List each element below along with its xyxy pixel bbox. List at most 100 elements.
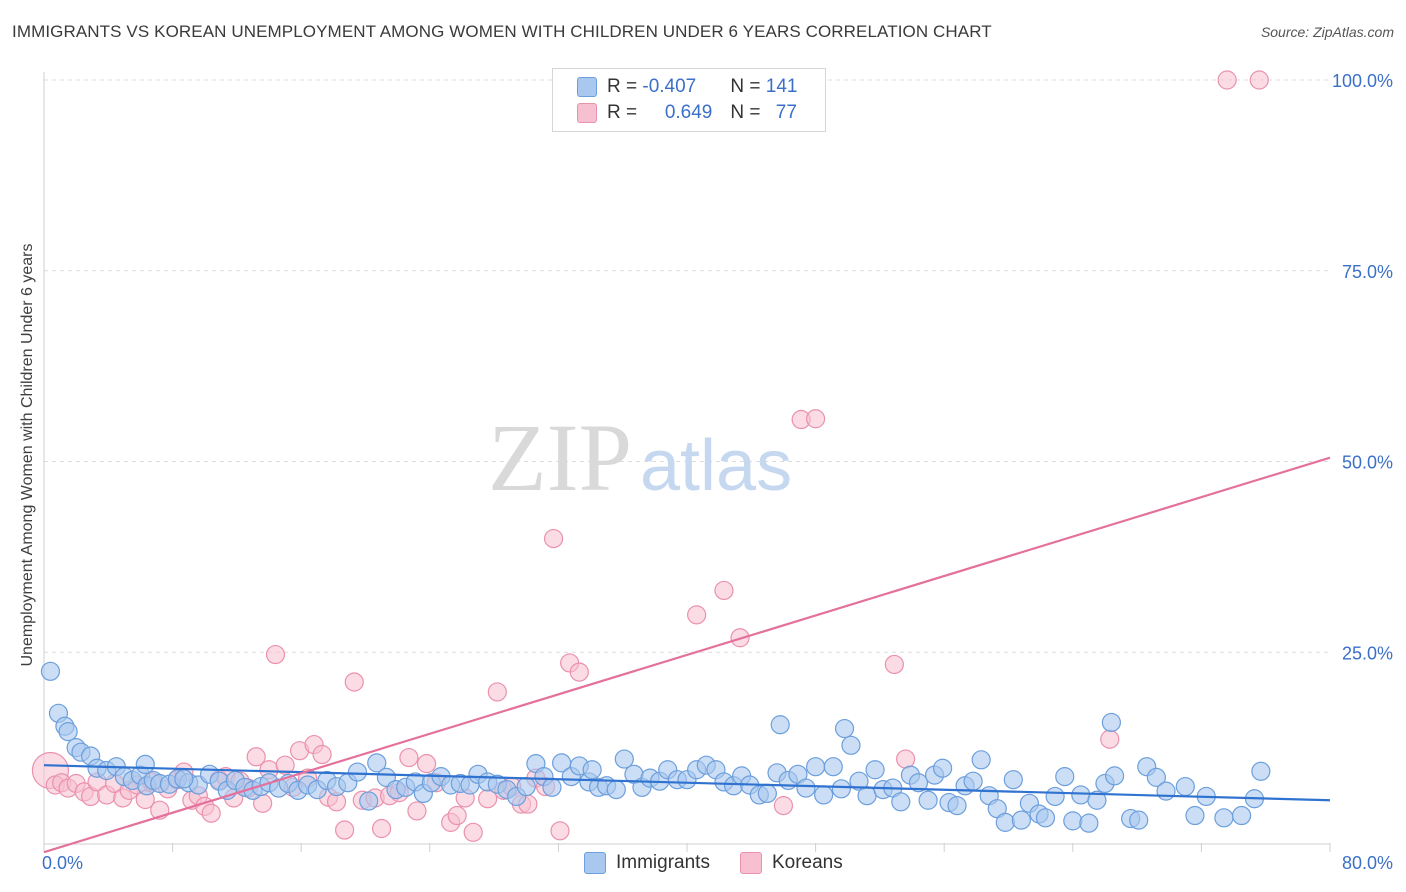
immigrant-point: [849, 771, 869, 791]
immigrant-point: [796, 778, 816, 798]
immigrant-point: [1175, 776, 1195, 797]
legend-n-label: N =: [730, 76, 766, 97]
source-label: Source: ZipAtlas.com: [1260, 24, 1394, 40]
legend-item-koreans[interactable]: Koreans: [739, 852, 843, 874]
immigrant-point: [805, 757, 826, 777]
korean-point: [447, 805, 467, 826]
immigrant-point: [757, 783, 777, 804]
immigrant-point: [1035, 808, 1056, 828]
immigrant-point: [347, 762, 368, 782]
y-tick-label: 75.0%: [1342, 262, 1393, 282]
korean-point: [335, 820, 355, 840]
x-tick-label: 0.0%: [42, 853, 83, 873]
immigrant-point: [1055, 767, 1075, 787]
korean-point: [265, 644, 286, 665]
legend-label-koreans: Koreans: [771, 852, 843, 873]
korean-point: [714, 580, 734, 601]
legend-r-label: R =: [607, 102, 643, 123]
trend-lines: [43, 456, 1331, 854]
korean-point: [407, 801, 427, 821]
korean-point: [399, 747, 419, 768]
korean-point: [416, 754, 437, 774]
chart-title: IMMIGRANTS VS KOREAN UNEMPLOYMENT AMONG …: [12, 22, 992, 41]
watermark-atlas: atlas: [640, 426, 792, 506]
korean-point: [201, 803, 221, 823]
immigrant-point: [1185, 805, 1205, 826]
immigrant-point: [908, 773, 929, 793]
immigrant-point: [582, 760, 602, 780]
korean-point: [805, 409, 826, 429]
korean-point: [773, 796, 794, 816]
immigrant-point: [1146, 767, 1166, 787]
korean-point: [1249, 70, 1269, 90]
koreans-trend-line: [43, 456, 1331, 854]
immigrant-point: [971, 750, 991, 770]
korean-point: [344, 672, 364, 692]
immigrant-point: [40, 661, 61, 681]
legend-n-value: 141: [765, 76, 798, 97]
immigrant-point: [834, 718, 855, 739]
immigrant-point: [606, 779, 626, 800]
immigrant-point: [1101, 712, 1121, 733]
korean-point: [569, 662, 589, 682]
immigrant-point: [174, 769, 194, 789]
korean-point: [884, 654, 904, 675]
immigrant-point: [841, 735, 861, 755]
immigrant-point: [823, 757, 843, 777]
immigrant-point: [58, 722, 78, 742]
legend-n-value: 77: [775, 102, 797, 123]
legend-r-value: -0.407: [642, 76, 697, 97]
immigrant-point: [1129, 810, 1149, 830]
korean-point: [246, 747, 266, 767]
koreans-swatch: [577, 103, 597, 123]
immigrant-point: [891, 792, 911, 812]
y-tick-label: 100.0%: [1332, 71, 1393, 91]
immigrant-point: [1087, 790, 1107, 810]
immigrants-trend-line: [43, 764, 1331, 802]
immigrant-point: [1079, 813, 1099, 833]
immigrant-point: [1003, 770, 1023, 790]
immigrant-point: [1045, 786, 1065, 807]
koreans-legend-swatch: [739, 852, 762, 874]
legend-label-immigrants: Immigrants: [616, 852, 710, 873]
immigrant-point: [918, 790, 938, 810]
legend-r-value: 0.649: [664, 102, 713, 123]
korean-point: [371, 818, 392, 839]
y-tick-label: 25.0%: [1342, 643, 1393, 663]
axes: [43, 72, 1331, 852]
immigrant-point: [1251, 761, 1271, 781]
immigrant-point: [135, 754, 155, 775]
immigrant-point: [770, 715, 790, 735]
immigrant-point: [1011, 810, 1031, 830]
korean-point: [463, 822, 483, 842]
watermark: ZIP atlas: [488, 404, 792, 511]
korean-point: [896, 749, 916, 769]
korean-point: [1100, 729, 1120, 749]
immigrants-legend-swatch: [584, 852, 606, 874]
watermark-zip: ZIP: [488, 404, 632, 511]
immigrant-point: [1071, 785, 1091, 805]
immigrant-point: [831, 779, 851, 799]
korean-point: [687, 605, 707, 625]
immigrant-point: [367, 753, 387, 773]
immigrant-point: [1104, 766, 1125, 786]
korean-point: [543, 528, 564, 549]
correlation-legend: R = -0.407 N = 141 R = 0.649 N = 77: [552, 68, 826, 132]
korean-point: [1217, 70, 1237, 90]
immigrants-swatch: [577, 77, 597, 97]
korean-point: [550, 821, 570, 841]
immigrant-point: [857, 786, 877, 806]
series-legend: Immigrants Koreans: [584, 852, 873, 874]
immigrant-point: [359, 791, 379, 811]
legend-r-label: R =: [607, 76, 643, 97]
immigrant-point: [1156, 781, 1176, 801]
immigrant-point: [932, 758, 953, 778]
korean-point: [487, 682, 507, 702]
tick-labels: 25.0% 50.0% 75.0% 100.0% 0.0% 80.0%: [42, 71, 1393, 873]
grid-lines: [44, 79, 1330, 653]
immigrant-point: [995, 812, 1015, 832]
legend-item-immigrants[interactable]: Immigrants: [584, 852, 710, 874]
x-tick-label: 80.0%: [1342, 853, 1393, 873]
immigrant-point: [1063, 811, 1083, 831]
